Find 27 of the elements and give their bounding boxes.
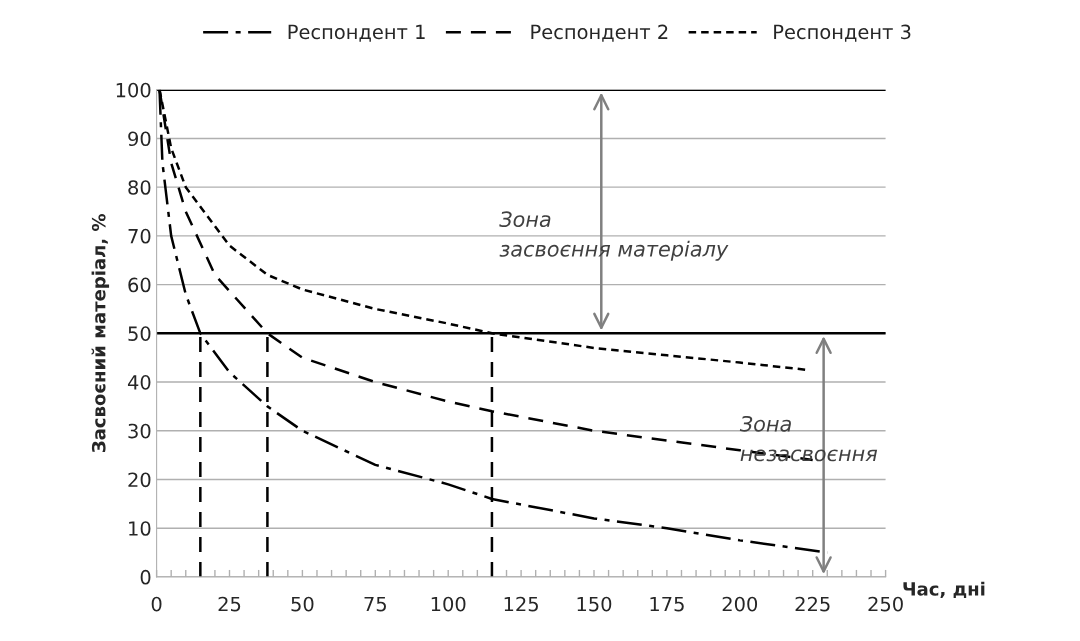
y-tick-label: 100 (116, 82, 151, 98)
y-tick-label: 10 (129, 521, 151, 536)
legend-label: Респондент 1 (288, 24, 425, 42)
y-tick-label: 40 (127, 374, 151, 390)
x-tick-label: 250 (868, 596, 903, 612)
x-tick-label: 100 (431, 596, 466, 612)
y-tick-label: 70 (128, 228, 151, 244)
y-tick-label: 80 (128, 180, 151, 195)
x-axis-title: Час, дні (903, 581, 985, 599)
y-tick-label: 0 (140, 569, 151, 585)
y-axis-title: Засвоєний матеріал, % (91, 214, 110, 452)
y-tick-label: 20 (128, 472, 151, 488)
x-tick-label: 225 (795, 596, 830, 612)
y-tick-label: 60 (128, 277, 151, 293)
x-tick-label: 0 (151, 596, 162, 612)
x-tick-label: 175 (650, 596, 684, 612)
legend-label: Респондент 3 (774, 24, 911, 42)
y-tick-label: 50 (128, 326, 151, 341)
y-tick-label: 90 (128, 131, 151, 147)
x-tick-label: 75 (364, 596, 386, 612)
x-tick-label: 50 (291, 596, 314, 612)
x-tick-label: 125 (504, 596, 538, 612)
x-tick-label: 200 (722, 596, 758, 612)
x-tick-label: 150 (577, 596, 612, 612)
x-tick-label: 25 (218, 596, 241, 612)
y-tick-label: 30 (128, 423, 151, 439)
legend-label: Респондент 2 (531, 24, 668, 42)
